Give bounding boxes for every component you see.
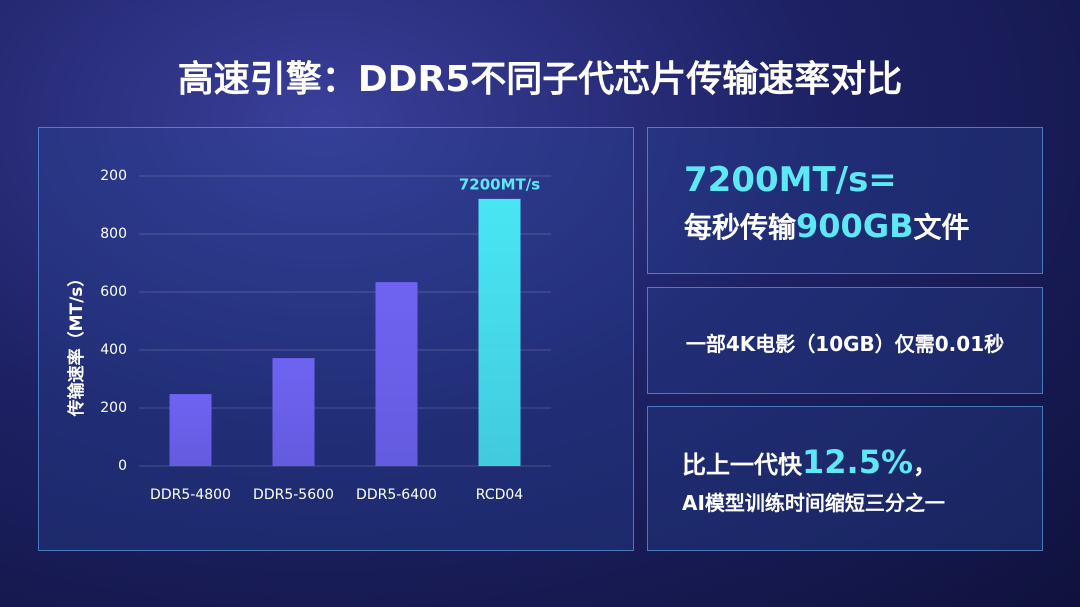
panel-text: 每秒传输900GB文件 (684, 206, 1042, 246)
info-panel: 比上一代快12.5%， AI模型训练时间缩短三分之一 (647, 406, 1043, 551)
chart: 传输速率（MT/s） 0 200 400 600 800 200 DDR5-4800 DDR5… (66, 168, 551, 503)
highlight: 900GB (796, 207, 914, 245)
text: 比上一代快 (682, 451, 802, 479)
slide-title: 高速引擎：DDR5不同子代芯片传输速率对比 (177, 59, 903, 100)
text: 文件 (913, 211, 970, 244)
bar (375, 282, 418, 466)
panel-text: 比上一代快12.5%， (682, 443, 1042, 481)
panel-text: AI模型训练时间缩短三分之一 (682, 491, 945, 515)
bar (272, 358, 315, 466)
y-tick-label: 200 (100, 400, 127, 416)
panel-text: 一部4K电影（10GB）仅需0.01秒 (685, 332, 1005, 356)
info-panel: 一部4K电影（10GB）仅需0.01秒 (647, 287, 1043, 394)
panel-headline: 7200MT/s= (684, 160, 897, 200)
highlight: 12.5% (802, 443, 914, 481)
y-tick-label: 400 (100, 342, 127, 358)
text: 每秒传输 (684, 211, 797, 244)
chart-panel: 传输速率（MT/s） 0 200 400 600 800 200 DDR5-4800 DDR5… (38, 127, 634, 551)
bar (478, 198, 521, 466)
x-tick-label: RCD04 (476, 487, 523, 503)
bar-annotation: 7200MT/s (459, 175, 540, 193)
x-tick-label: DDR5-4800 (150, 487, 231, 503)
bar (169, 394, 212, 466)
y-tick-label: 0 (118, 458, 127, 474)
x-tick-label: DDR5-6400 (356, 487, 437, 503)
y-tick-label: 200 (100, 168, 127, 184)
x-tick-label: DDR5-5600 (253, 487, 334, 503)
text: ， (913, 451, 938, 479)
y-tick-label: 800 (100, 226, 127, 242)
y-tick-label: 600 (100, 284, 127, 300)
info-panel: 7200MT/s= 每秒传输900GB文件 (647, 127, 1043, 274)
y-axis-label: 传输速率（MT/s） (66, 270, 87, 418)
